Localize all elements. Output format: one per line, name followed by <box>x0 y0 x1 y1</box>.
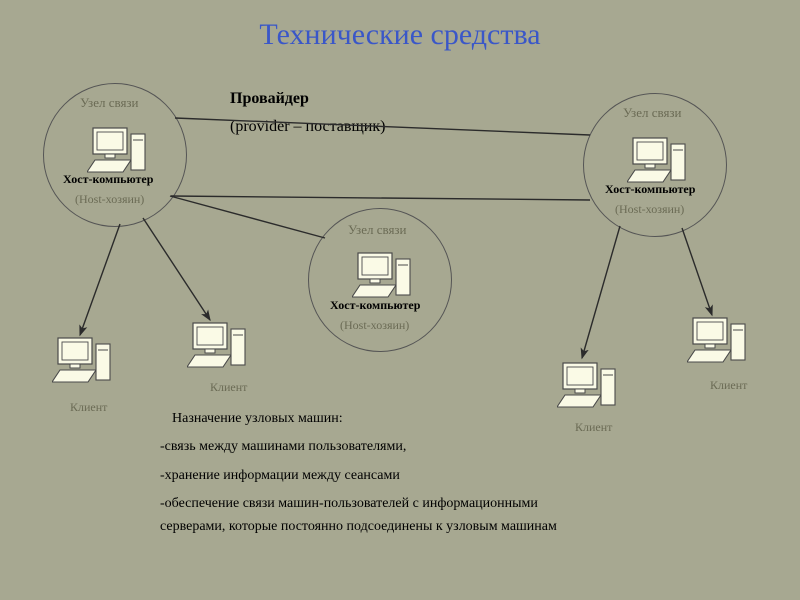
node2-top: Узел связи <box>623 105 682 121</box>
purpose-heading: Назначение узловых машин: <box>160 408 720 430</box>
computer-icon <box>687 314 753 366</box>
node1-host: Хост-компьютер <box>63 172 153 187</box>
bullet-3: -обеспечение связи машин-пользователей с… <box>160 493 720 538</box>
diagram-canvas: Технические средства Провайдер (provider… <box>0 0 800 600</box>
client-label-1: Клиент <box>70 400 107 415</box>
computer-icon <box>352 249 418 301</box>
node3-top: Узел связи <box>348 222 407 238</box>
node1-hostsub: (Host-хозяин) <box>75 192 144 207</box>
computer-icon <box>87 124 153 176</box>
client-label-2: Клиент <box>210 380 247 395</box>
bullet-2: -хранение информации между сеансами <box>160 465 720 487</box>
purpose-block: Назначение узловых машин: -связь между м… <box>160 408 720 544</box>
page-title: Технические средства <box>259 18 540 52</box>
node1-top: Узел связи <box>80 95 139 111</box>
node3-hostsub: (Host-хозяин) <box>340 318 409 333</box>
provider-line1: Провайдер <box>230 90 309 108</box>
computer-icon <box>557 359 623 411</box>
bullet-1: -связь между машинами пользователями, <box>160 436 720 458</box>
computer-icon <box>52 334 118 386</box>
computer-icon <box>187 319 253 371</box>
client-label-4: Клиент <box>710 378 747 393</box>
node2-host: Хост-компьютер <box>605 182 695 197</box>
node3-host: Хост-компьютер <box>330 298 420 313</box>
provider-line2: (provider – поставщик) <box>230 118 385 136</box>
node2-hostsub: (Host-хозяин) <box>615 202 684 217</box>
computer-icon <box>627 134 693 186</box>
